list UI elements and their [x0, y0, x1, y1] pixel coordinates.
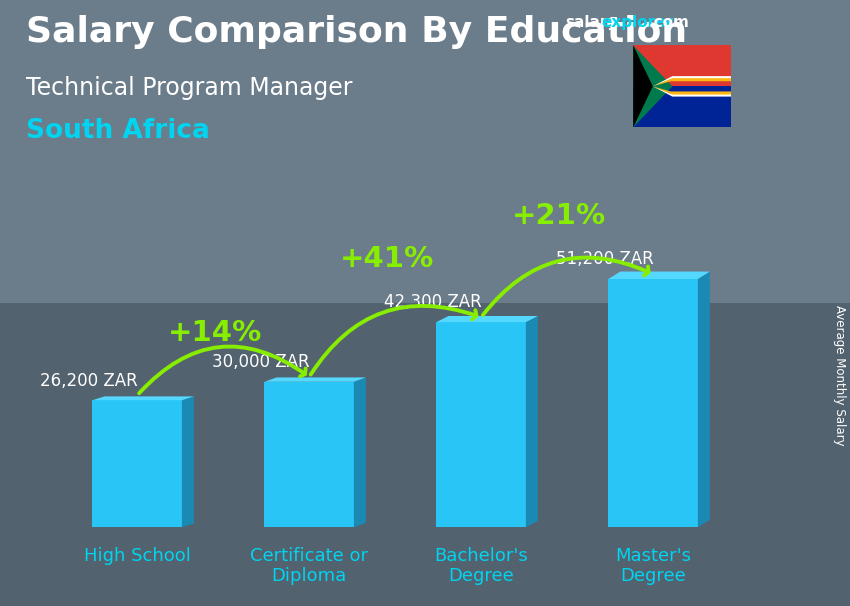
- Text: Average Monthly Salary: Average Monthly Salary: [833, 305, 846, 446]
- Bar: [436, 322, 526, 527]
- Text: +41%: +41%: [339, 245, 434, 273]
- Polygon shape: [633, 45, 653, 127]
- Bar: [609, 279, 698, 527]
- Bar: [0, 303, 850, 606]
- Text: Technical Program Manager: Technical Program Manager: [26, 76, 352, 100]
- Polygon shape: [609, 271, 710, 279]
- Text: Salary Comparison By Education: Salary Comparison By Education: [26, 15, 687, 49]
- Polygon shape: [264, 378, 366, 382]
- Polygon shape: [633, 45, 672, 127]
- Text: High School: High School: [84, 547, 190, 565]
- Text: 30,000 ZAR: 30,000 ZAR: [212, 353, 309, 371]
- Polygon shape: [182, 396, 194, 527]
- Text: Bachelor's
Degree: Bachelor's Degree: [434, 547, 528, 585]
- Polygon shape: [653, 87, 731, 95]
- Polygon shape: [436, 316, 538, 322]
- Bar: [93, 400, 182, 527]
- Polygon shape: [354, 378, 366, 527]
- Bar: [633, 45, 731, 87]
- Polygon shape: [653, 76, 731, 87]
- Text: 51,200 ZAR: 51,200 ZAR: [556, 250, 654, 268]
- Bar: [264, 382, 354, 527]
- Text: 42,300 ZAR: 42,300 ZAR: [384, 293, 482, 311]
- Bar: [633, 87, 731, 127]
- Polygon shape: [526, 316, 538, 527]
- Polygon shape: [698, 271, 710, 527]
- Polygon shape: [653, 87, 731, 96]
- Text: .com: .com: [649, 15, 689, 30]
- Text: +21%: +21%: [512, 202, 605, 230]
- Text: Certificate or
Diploma: Certificate or Diploma: [250, 547, 368, 585]
- Text: Master's
Degree: Master's Degree: [615, 547, 691, 585]
- Text: South Africa: South Africa: [26, 118, 209, 144]
- Text: salary: salary: [565, 15, 618, 30]
- Text: 26,200 ZAR: 26,200 ZAR: [40, 371, 138, 390]
- Polygon shape: [93, 396, 194, 400]
- Text: +14%: +14%: [167, 319, 262, 347]
- Polygon shape: [653, 78, 731, 87]
- Text: explorer: explorer: [602, 15, 674, 30]
